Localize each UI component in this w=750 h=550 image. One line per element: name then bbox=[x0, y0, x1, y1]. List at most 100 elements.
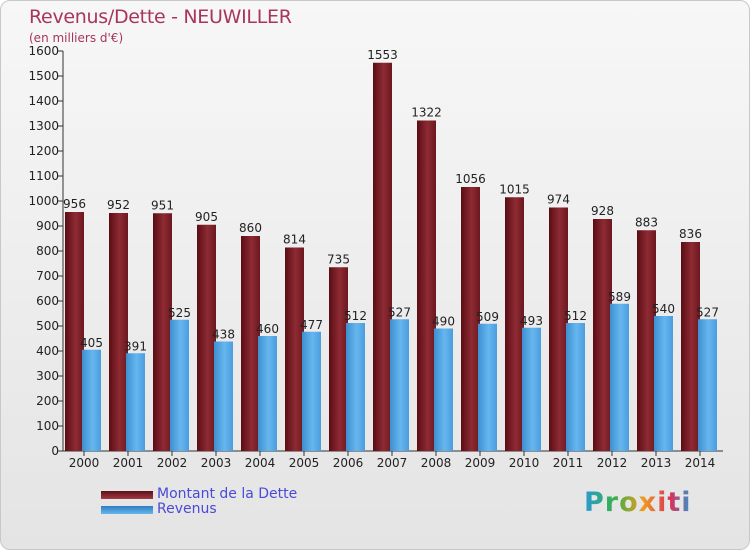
data-label-dette: 836 bbox=[679, 227, 702, 241]
data-label-dette: 905 bbox=[195, 210, 218, 224]
bar-revenus bbox=[698, 319, 717, 451]
y-tick-label: 800 bbox=[36, 244, 59, 258]
data-label-revenus: 490 bbox=[432, 315, 455, 329]
y-tick-label: 300 bbox=[36, 369, 59, 383]
x-tick-label: 2010 bbox=[509, 456, 540, 470]
y-tick-label: 0 bbox=[51, 444, 59, 458]
bar-revenus bbox=[126, 353, 145, 451]
data-label-dette: 928 bbox=[591, 204, 614, 218]
bar-revenus bbox=[258, 336, 277, 451]
bar-revenus bbox=[654, 316, 673, 451]
data-label-dette: 951 bbox=[151, 198, 174, 212]
data-label-revenus: 438 bbox=[212, 328, 235, 342]
bar-revenus bbox=[478, 323, 497, 451]
data-label-revenus: 512 bbox=[564, 309, 587, 323]
bar-dette bbox=[109, 213, 128, 451]
legend-swatch-dette bbox=[101, 491, 153, 499]
x-tick-label: 2008 bbox=[421, 456, 452, 470]
bar-dette bbox=[505, 197, 524, 451]
x-tick-label: 2012 bbox=[597, 456, 628, 470]
data-label-revenus: 512 bbox=[344, 309, 367, 323]
bar-dette bbox=[241, 236, 260, 451]
bar-dette bbox=[285, 247, 304, 451]
bar-revenus bbox=[390, 319, 409, 451]
bar-revenus bbox=[346, 323, 365, 451]
y-tick-label: 1200 bbox=[28, 144, 59, 158]
bar-revenus bbox=[610, 303, 629, 451]
data-label-revenus: 493 bbox=[520, 314, 543, 328]
data-label-dette: 952 bbox=[107, 198, 130, 212]
data-label-revenus: 405 bbox=[80, 336, 103, 350]
bar-dette bbox=[461, 187, 480, 451]
data-label-revenus: 525 bbox=[168, 306, 191, 320]
x-tick-label: 2003 bbox=[201, 456, 232, 470]
chart-subtitle: (en milliers d'€) bbox=[29, 31, 124, 45]
legend-label-revenus: Revenus bbox=[157, 501, 217, 517]
legend-swatch-revenus bbox=[101, 506, 153, 514]
data-label-dette: 974 bbox=[547, 193, 570, 207]
y-tick-label: 900 bbox=[36, 219, 59, 233]
x-tick-label: 2009 bbox=[465, 456, 496, 470]
y-tick-label: 1000 bbox=[28, 194, 59, 208]
y-tick-label: 400 bbox=[36, 344, 59, 358]
bar-revenus bbox=[170, 319, 189, 451]
bar-dette bbox=[197, 224, 216, 451]
bar-revenus bbox=[434, 328, 453, 451]
data-label-dette: 1056 bbox=[455, 172, 486, 186]
x-tick-label: 2013 bbox=[641, 456, 672, 470]
y-tick-label: 700 bbox=[36, 269, 59, 283]
y-tick-label: 500 bbox=[36, 319, 59, 333]
bar-dette bbox=[549, 207, 568, 451]
data-label-dette: 814 bbox=[283, 233, 306, 247]
bar-revenus bbox=[82, 349, 101, 451]
bar-dette bbox=[373, 62, 392, 451]
chart-title: Revenus/Dette - NEUWILLER bbox=[29, 6, 292, 28]
data-label-revenus: 477 bbox=[300, 318, 323, 332]
legend-label-dette: Montant de la Dette bbox=[157, 486, 298, 502]
data-label-dette: 1553 bbox=[367, 48, 398, 62]
bar-dette bbox=[593, 219, 612, 451]
data-label-revenus: 527 bbox=[388, 305, 411, 319]
bar-revenus bbox=[522, 327, 541, 451]
proxiti-logo: Proxiti bbox=[584, 487, 692, 518]
x-tick-label: 2004 bbox=[245, 456, 276, 470]
data-label-revenus: 460 bbox=[256, 322, 279, 336]
y-tick-label: 1500 bbox=[28, 69, 59, 83]
data-label-dette: 883 bbox=[635, 215, 658, 229]
bar-revenus bbox=[302, 331, 321, 451]
bar-dette bbox=[153, 213, 172, 451]
x-tick-label: 2014 bbox=[685, 456, 716, 470]
x-tick-label: 2011 bbox=[553, 456, 584, 470]
data-label-revenus: 589 bbox=[608, 290, 631, 304]
bar-dette bbox=[329, 267, 348, 451]
bar-dette bbox=[681, 242, 700, 451]
data-label-revenus: 391 bbox=[124, 339, 147, 353]
x-tick-label: 2002 bbox=[157, 456, 188, 470]
y-tick-label: 1400 bbox=[28, 94, 59, 108]
x-tick-label: 2006 bbox=[333, 456, 364, 470]
data-label-dette: 1322 bbox=[411, 106, 442, 120]
y-tick-label: 600 bbox=[36, 294, 59, 308]
data-label-dette: 735 bbox=[327, 252, 350, 266]
x-tick-label: 2007 bbox=[377, 456, 408, 470]
x-tick-label: 2000 bbox=[69, 456, 100, 470]
x-tick-label: 2001 bbox=[113, 456, 144, 470]
bar-revenus bbox=[566, 323, 585, 451]
x-tick-label: 2005 bbox=[289, 456, 320, 470]
y-tick-label: 1300 bbox=[28, 119, 59, 133]
data-label-revenus: 540 bbox=[652, 302, 675, 316]
bar-revenus bbox=[214, 341, 233, 451]
data-label-dette: 956 bbox=[63, 197, 86, 211]
y-tick-label: 1100 bbox=[28, 169, 59, 183]
data-label-dette: 1015 bbox=[499, 182, 530, 196]
bar-dette bbox=[637, 230, 656, 451]
data-label-revenus: 509 bbox=[476, 310, 499, 324]
y-tick-label: 1600 bbox=[28, 44, 59, 58]
y-tick-label: 100 bbox=[36, 419, 59, 433]
data-label-revenus: 527 bbox=[696, 305, 719, 319]
bar-dette bbox=[65, 212, 84, 451]
data-label-dette: 860 bbox=[239, 221, 262, 235]
bar-dette bbox=[417, 120, 436, 451]
